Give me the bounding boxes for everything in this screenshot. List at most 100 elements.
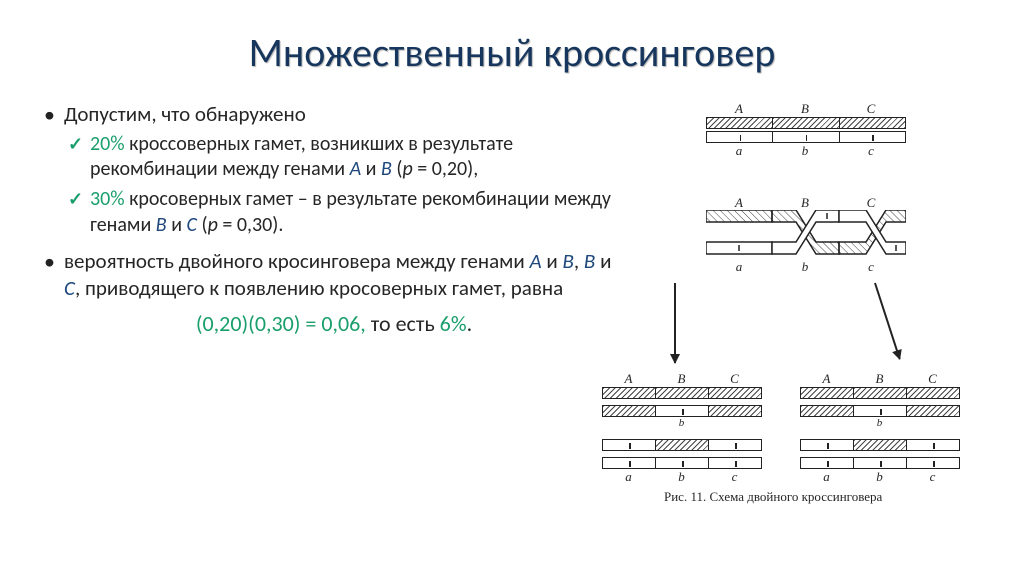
val1: = 0,20), <box>413 157 478 181</box>
sub-bullet-1: 20% кроссоверных гамет, возникших в резу… <box>64 132 624 183</box>
pct-20: 20% <box>90 132 125 156</box>
chrom-r1-3 <box>602 439 762 451</box>
lbl-B: B <box>772 195 838 211</box>
labels-bot-r2: a b c <box>800 469 960 485</box>
seg <box>854 406 907 416</box>
seg <box>854 388 907 398</box>
lbl-c: c <box>838 143 904 159</box>
seg <box>907 388 959 398</box>
b2-and2: и <box>595 248 611 274</box>
chrom-r1-4 <box>602 457 762 469</box>
seg <box>707 132 773 142</box>
chrom-top <box>706 117 906 129</box>
pct-30: 30% <box>90 187 125 211</box>
seg <box>840 132 905 142</box>
lbl-b: b <box>655 469 708 485</box>
seg <box>656 458 709 468</box>
labels-bot: a b c <box>706 143 906 159</box>
sub-bullet-2: 30% кросоверных гамет – в результате рек… <box>64 187 624 238</box>
seg <box>603 440 656 450</box>
lbl-a: a <box>706 143 772 159</box>
text-column: Допустим, что обнаружено 20% кроссоверны… <box>44 101 624 501</box>
lbl-b: b <box>655 417 708 429</box>
b2-a: A <box>529 248 541 274</box>
val2: = 0,30). <box>218 213 284 237</box>
seg <box>709 406 761 416</box>
tail1: ( <box>392 157 403 181</box>
labels-top-r1: A B C <box>602 371 762 387</box>
labels-top-x: A B C <box>706 195 906 211</box>
lbl-C: C <box>906 371 959 387</box>
lbl-c: c <box>708 469 761 485</box>
labels-bot-r1: a b c <box>602 469 762 485</box>
lbl-b: b <box>772 143 838 159</box>
calculation: (0,20)(0,30) = 0,06, то есть 6%. <box>44 310 624 338</box>
seg <box>603 458 656 468</box>
and2: и <box>167 213 187 237</box>
lbl-a: a <box>602 469 655 485</box>
seg <box>907 458 959 468</box>
seg <box>709 458 761 468</box>
seg <box>656 440 709 450</box>
calc-pct: 6% <box>440 310 467 337</box>
b2a: вероятность двойного кросинговера между … <box>64 248 529 274</box>
lbl-A: A <box>706 195 772 211</box>
calc-tail: то есть <box>366 310 440 337</box>
seg <box>707 118 773 128</box>
lbl-b: b <box>853 417 906 429</box>
seg <box>773 118 839 128</box>
gene-b2: B <box>156 213 167 237</box>
lbl-a: a <box>800 469 853 485</box>
p1: p <box>402 157 412 181</box>
seg <box>656 406 709 416</box>
labels-top: A B C <box>706 101 906 117</box>
calc-expr: (0,20)(0,30) = 0,06, <box>196 310 366 337</box>
lbl-A: A <box>706 101 772 117</box>
arrow-left <box>674 283 676 363</box>
b2-c: C <box>64 275 75 301</box>
seg <box>603 388 656 398</box>
crossover-diagram: A B C a b c <box>624 101 964 501</box>
labels-mid-r1: b <box>602 417 762 429</box>
chrom-r1-mid <box>602 405 762 417</box>
lbl-A: A <box>800 371 853 387</box>
gene-b: B <box>381 157 392 181</box>
lbl-c: c <box>906 469 959 485</box>
lbl-C: C <box>838 101 904 117</box>
b2b: , приводящего к появлению кросоверных га… <box>75 275 563 301</box>
and1: и <box>361 157 381 181</box>
lbl-B: B <box>655 371 708 387</box>
lbl-B: B <box>853 371 906 387</box>
tail2: ( <box>197 213 208 237</box>
seg <box>709 388 761 398</box>
gene-c: C <box>187 213 197 237</box>
seg <box>656 388 709 398</box>
bullet-1: Допустим, что обнаружено 20% кроссоверны… <box>44 101 624 238</box>
slide-title: Множественный кроссинговер <box>0 0 1024 77</box>
seg <box>773 132 839 142</box>
lbl-C: C <box>708 371 761 387</box>
diagram-column: A B C a b c <box>624 101 1002 501</box>
labels-mid-r2: b <box>800 417 960 429</box>
lbl-b: b <box>853 469 906 485</box>
lbl-C: C <box>838 195 904 211</box>
labels-bot-x: a b c <box>706 259 906 275</box>
crossover-pair: A B C <box>706 195 906 275</box>
b2-b: B <box>562 248 573 274</box>
seg <box>801 388 854 398</box>
chrom-r2-1 <box>800 387 960 399</box>
seg <box>907 406 959 416</box>
b2-and1: и <box>542 248 563 274</box>
seg <box>801 458 854 468</box>
labels-top-r2: A B C <box>800 371 960 387</box>
lbl-a: a <box>706 259 772 275</box>
result-right: A B C b <box>800 371 960 485</box>
b2-b2: B <box>584 248 595 274</box>
chrom-bot <box>706 131 906 143</box>
seg <box>603 406 656 416</box>
b2-comma: , <box>574 248 584 274</box>
chrom-r2-2 <box>800 405 960 417</box>
seg <box>854 458 907 468</box>
bullet-2: вероятность двойного кросинговера между … <box>44 248 624 302</box>
seg <box>907 440 959 450</box>
